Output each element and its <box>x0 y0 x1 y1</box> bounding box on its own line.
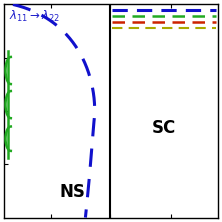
Text: $\lambda_{11} \rightarrow \lambda_{22}$: $\lambda_{11} \rightarrow \lambda_{22}$ <box>9 9 60 24</box>
Text: NS: NS <box>60 183 85 201</box>
Text: SC: SC <box>152 119 176 137</box>
